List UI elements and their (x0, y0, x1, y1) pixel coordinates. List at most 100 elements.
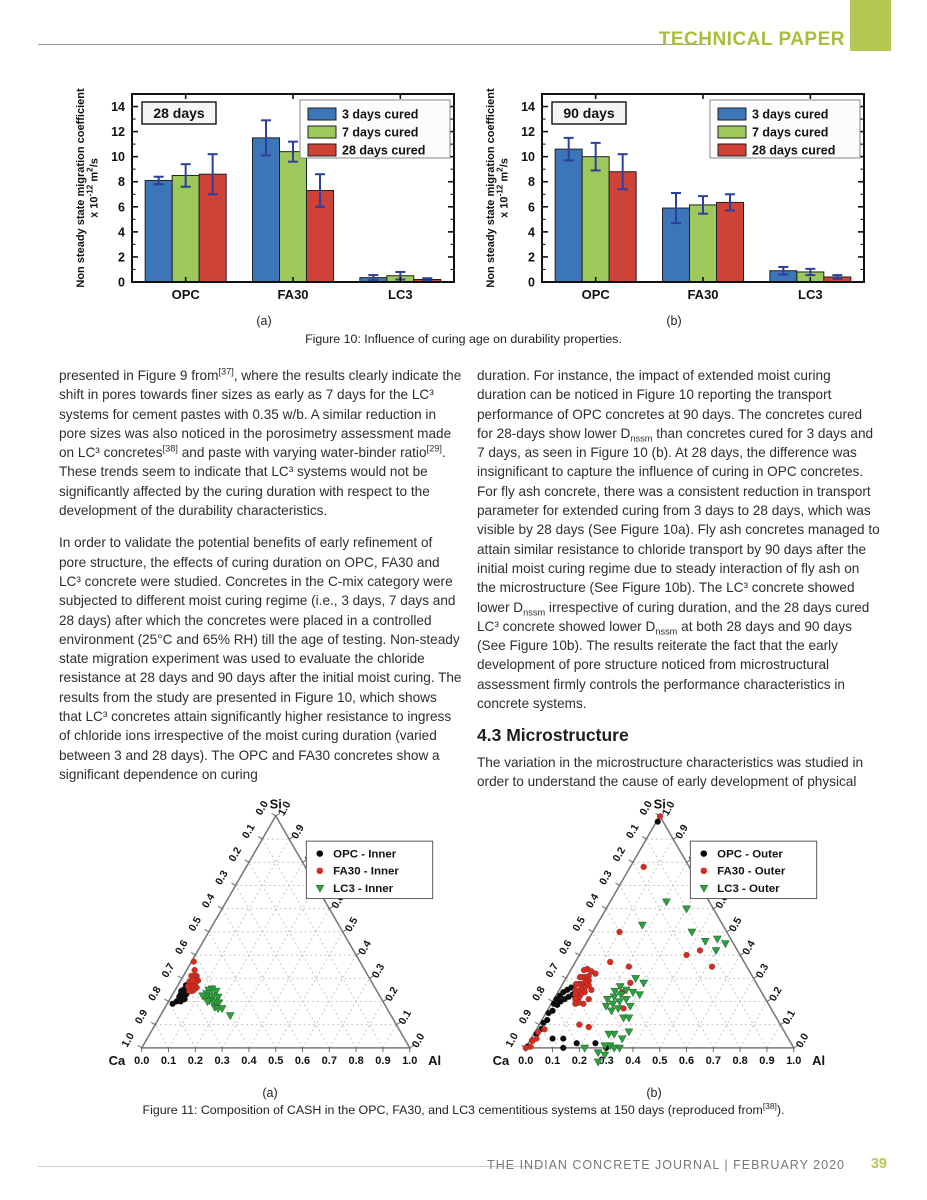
body-left-column: presented in Figure 9 from[37], where th… (59, 366, 462, 797)
svg-text:0.0: 0.0 (794, 1031, 812, 1050)
svg-text:12: 12 (521, 125, 535, 139)
svg-text:2: 2 (118, 250, 125, 264)
svg-text:0.7: 0.7 (160, 961, 178, 980)
svg-text:0.9: 0.9 (517, 1007, 535, 1026)
page-number: 39 (870, 1156, 887, 1172)
svg-text:28 days cured: 28 days cured (342, 144, 425, 158)
bar-chart-28-days: 0 2 4 6 8 10 12 14 OPC FA30 LC3 Non steady state mi… (75, 88, 455, 302)
svg-text:6: 6 (528, 200, 535, 214)
figure10-sublabel-b: (b) (666, 314, 682, 328)
journal-name: THE INDIAN CONCRETE JOURNAL | FEBRUARY 2… (487, 1158, 845, 1172)
svg-text:10: 10 (111, 150, 125, 164)
svg-text:Si: Si (270, 797, 282, 812)
svg-text:0.2: 0.2 (226, 845, 244, 864)
svg-text:3 days cured: 3 days cured (752, 108, 828, 122)
bar-chart-90-days: 0 2 4 6 8 10 12 14 OPC FA30 LC3 Non steady state mi… (485, 88, 865, 302)
svg-text:4: 4 (528, 225, 535, 239)
svg-text:Al: Al (428, 1053, 441, 1068)
svg-text:0.2: 0.2 (610, 845, 628, 864)
svg-text:0.3: 0.3 (599, 1055, 614, 1067)
svg-text:4: 4 (118, 225, 125, 239)
svg-text:x 10-12 m2/s: x 10-12 m2/s (496, 158, 511, 218)
svg-text:1.0: 1.0 (402, 1055, 417, 1067)
svg-text:0.0: 0.0 (410, 1031, 428, 1050)
svg-text:0.9: 0.9 (759, 1055, 774, 1067)
svg-text:FA30 - Inner: FA30 - Inner (333, 866, 399, 878)
header-rule (38, 44, 706, 45)
svg-text:FA30: FA30 (277, 287, 308, 302)
svg-text:Si: Si (654, 797, 666, 812)
figure10-caption: Figure 10: Influence of curing age on du… (305, 332, 622, 346)
svg-text:0.6: 0.6 (173, 938, 191, 957)
svg-text:14: 14 (111, 100, 125, 114)
paragraph: presented in Figure 9 from[37], where th… (59, 366, 462, 519)
svg-text:Non steady state migration coe: Non steady state migration coefficient (485, 88, 497, 288)
svg-text:2: 2 (528, 250, 535, 264)
svg-text:LC3 - Outer: LC3 - Outer (717, 883, 780, 895)
svg-text:0.5: 0.5 (570, 915, 588, 934)
accent-block (850, 0, 891, 51)
svg-text:0.6: 0.6 (679, 1055, 694, 1067)
svg-text:10: 10 (521, 150, 535, 164)
ternary-chart-inner: 0.0 0.1 0.2 0.3 0.4 0.5 0.6 0.7 0.8 0.9 1.0 0.0 0.1 0… (109, 797, 441, 1068)
svg-text:LC3: LC3 (798, 287, 823, 302)
svg-text:0.5: 0.5 (343, 915, 361, 934)
svg-text:0: 0 (528, 276, 535, 290)
svg-text:1.0: 1.0 (503, 1031, 521, 1050)
svg-text:0.4: 0.4 (200, 891, 218, 910)
svg-text:Ca: Ca (493, 1053, 510, 1068)
svg-text:7 days cured: 7 days cured (752, 126, 828, 140)
svg-text:Non steady state migration coe: Non steady state migration coefficient (75, 88, 87, 288)
svg-text:12: 12 (111, 125, 125, 139)
paragraph: In order to validate the potential benef… (59, 535, 462, 782)
svg-text:8: 8 (118, 175, 125, 189)
svg-text:28 days cured: 28 days cured (752, 144, 835, 158)
svg-text:90 days: 90 days (563, 105, 615, 121)
body-right-column: duration. For instance, the impact of ex… (477, 366, 880, 804)
svg-text:0.1: 0.1 (240, 822, 258, 841)
svg-text:0.7: 0.7 (706, 1055, 721, 1067)
svg-text:0.8: 0.8 (146, 984, 164, 1003)
ternary-chart-outer: 0.0 0.1 0.2 0.3 0.4 0.5 0.6 0.7 0.8 0.9 1.0 0.0 0.1 0… (493, 797, 825, 1068)
svg-text:8: 8 (528, 175, 535, 189)
figure11-sublabel-b: (b) (646, 1086, 662, 1100)
svg-text:0.7: 0.7 (322, 1055, 337, 1067)
svg-text:1.0: 1.0 (119, 1031, 137, 1050)
svg-text:0.4: 0.4 (584, 891, 602, 910)
svg-text:OPC - Inner: OPC - Inner (333, 848, 397, 860)
svg-text:0.0: 0.0 (637, 799, 655, 818)
svg-text:0.2: 0.2 (572, 1055, 587, 1067)
svg-text:LC3: LC3 (388, 287, 413, 302)
svg-text:0.3: 0.3 (215, 1055, 230, 1067)
svg-text:OPC: OPC (172, 287, 201, 302)
svg-text:OPC: OPC (582, 287, 611, 302)
figure11-sublabel-a: (a) (262, 1086, 278, 1100)
figure11-caption: Figure 11: Composition of CASH in the OP… (142, 1100, 785, 1117)
svg-text:0.4: 0.4 (356, 938, 374, 957)
svg-text:1.0: 1.0 (786, 1055, 801, 1067)
svg-text:3 days cured: 3 days cured (342, 108, 418, 122)
svg-text:0.1: 0.1 (624, 822, 642, 841)
svg-text:0.4: 0.4 (740, 938, 758, 957)
svg-text:0.9: 0.9 (673, 822, 691, 841)
svg-text:0.1: 0.1 (545, 1055, 560, 1067)
svg-text:0.1: 0.1 (161, 1055, 176, 1067)
svg-text:0.9: 0.9 (375, 1055, 390, 1067)
svg-text:0.1: 0.1 (396, 1008, 414, 1027)
svg-text:0.8: 0.8 (530, 984, 548, 1003)
svg-text:0.2: 0.2 (383, 985, 401, 1004)
svg-text:0.3: 0.3 (754, 962, 772, 981)
svg-text:0.5: 0.5 (652, 1055, 667, 1067)
svg-text:FA30: FA30 (687, 287, 718, 302)
svg-text:0.3: 0.3 (597, 868, 615, 887)
svg-text:0.0: 0.0 (253, 799, 271, 818)
section-heading: 4.3 Microstructure (477, 725, 629, 746)
svg-text:OPC - Outer: OPC - Outer (717, 848, 783, 860)
svg-text:LC3 - Inner: LC3 - Inner (333, 883, 393, 895)
svg-text:0.9: 0.9 (133, 1007, 151, 1026)
svg-text:0.3: 0.3 (370, 962, 388, 981)
svg-text:0.5: 0.5 (268, 1055, 283, 1067)
svg-text:0.0: 0.0 (518, 1055, 533, 1067)
svg-text:Ca: Ca (109, 1053, 126, 1068)
